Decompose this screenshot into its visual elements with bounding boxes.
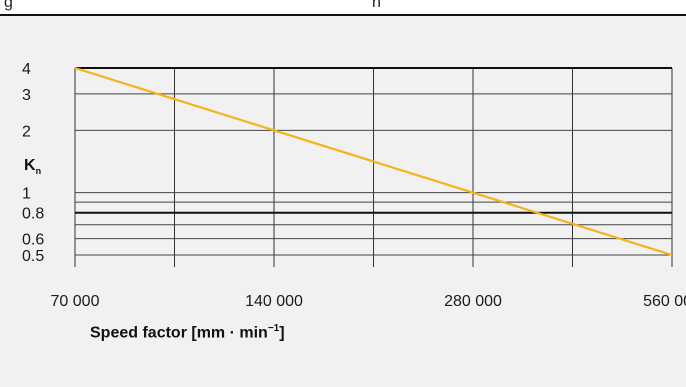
y-tick-label: 0.6 (22, 232, 44, 249)
y-tick-label: 2 (22, 123, 31, 140)
x-tick-labels: 70 000 140 000 280 000 560 000 (51, 293, 686, 310)
x-tick-label: 140 000 (245, 293, 303, 310)
y-axis-label: Kn (24, 157, 41, 176)
series-line (74, 66, 673, 257)
x-tick-label: 280 000 (444, 293, 502, 310)
x-axis-label: Speed factor [mm · min−1] (90, 323, 285, 342)
header-rule (0, 14, 686, 16)
x-tick-label: 560 000 (643, 293, 686, 310)
cropped-header: g n (0, 0, 686, 16)
x-tick-label: 70 000 (51, 293, 100, 310)
header-fragment-mid: n (372, 0, 381, 11)
header-fragment-left: g (4, 0, 13, 11)
y-tick-label: 3 (22, 87, 31, 104)
y-tick-label: 0.8 (22, 206, 44, 223)
y-tick-label: 0.5 (22, 248, 44, 265)
series-layer (74, 66, 673, 257)
y-tick-label: 1 (22, 186, 31, 203)
x-gridlines (74, 68, 673, 267)
y-tick-label: 4 (22, 61, 31, 78)
y-tick-labels: 4 3 2 1 0.8 0.60.5 (22, 61, 44, 265)
